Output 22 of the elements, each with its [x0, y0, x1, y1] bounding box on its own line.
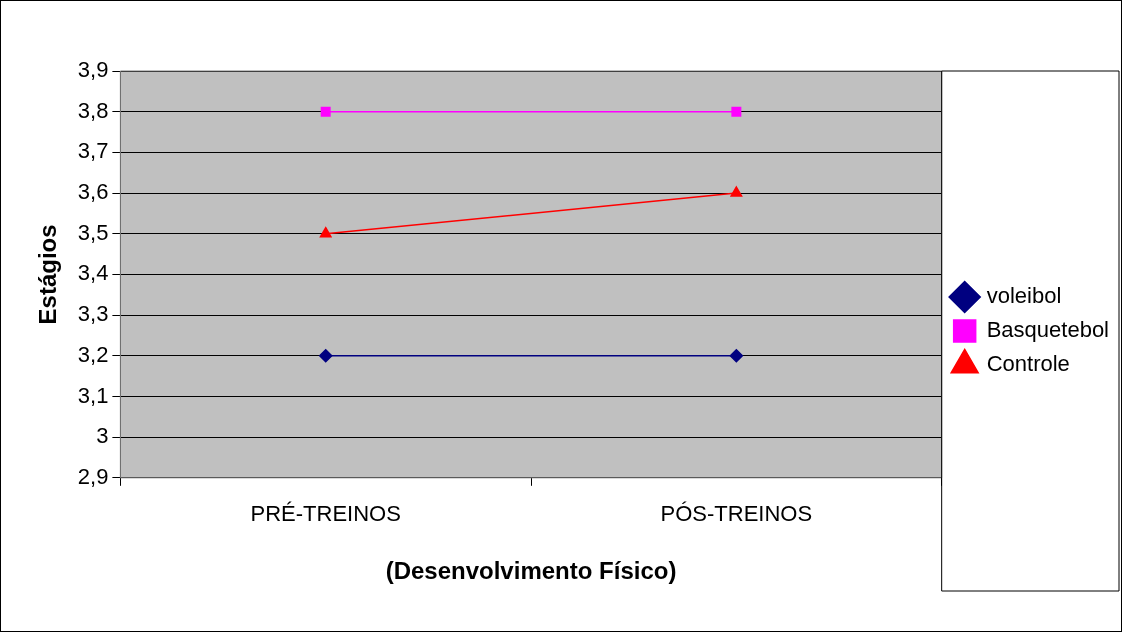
y-tick-label: 3: [96, 423, 109, 449]
y-tick-label: 3,8: [77, 97, 109, 123]
y-tick-label: 3,2: [77, 341, 109, 367]
y-tick-label: 3,1: [77, 382, 109, 408]
y-tick-label: 3,4: [77, 260, 109, 286]
legend-label: Controle: [986, 351, 1070, 377]
x-axis-title: (Desenvolvimento Físico): [385, 557, 677, 585]
point: [318, 349, 333, 363]
point: [731, 106, 742, 117]
y-tick-label: 3,6: [77, 179, 109, 205]
x-tick-label: PÓS-TREINOS: [660, 501, 813, 527]
point: [320, 106, 331, 117]
point: [729, 349, 744, 363]
y-tick-label: 3,7: [77, 138, 109, 164]
legend-label: Basquetebol: [986, 317, 1110, 343]
x-tick-label: PRÉ-TREINOS: [250, 501, 401, 527]
y-axis-title: Estágios: [34, 224, 62, 325]
y-tick-label: 3,5: [77, 219, 109, 245]
y-tick-label: 3,9: [77, 57, 109, 83]
legend-label: voleibol: [986, 283, 1062, 309]
y-tick-label: 3,3: [77, 301, 109, 327]
y-tick-label: 2,9: [77, 463, 109, 489]
